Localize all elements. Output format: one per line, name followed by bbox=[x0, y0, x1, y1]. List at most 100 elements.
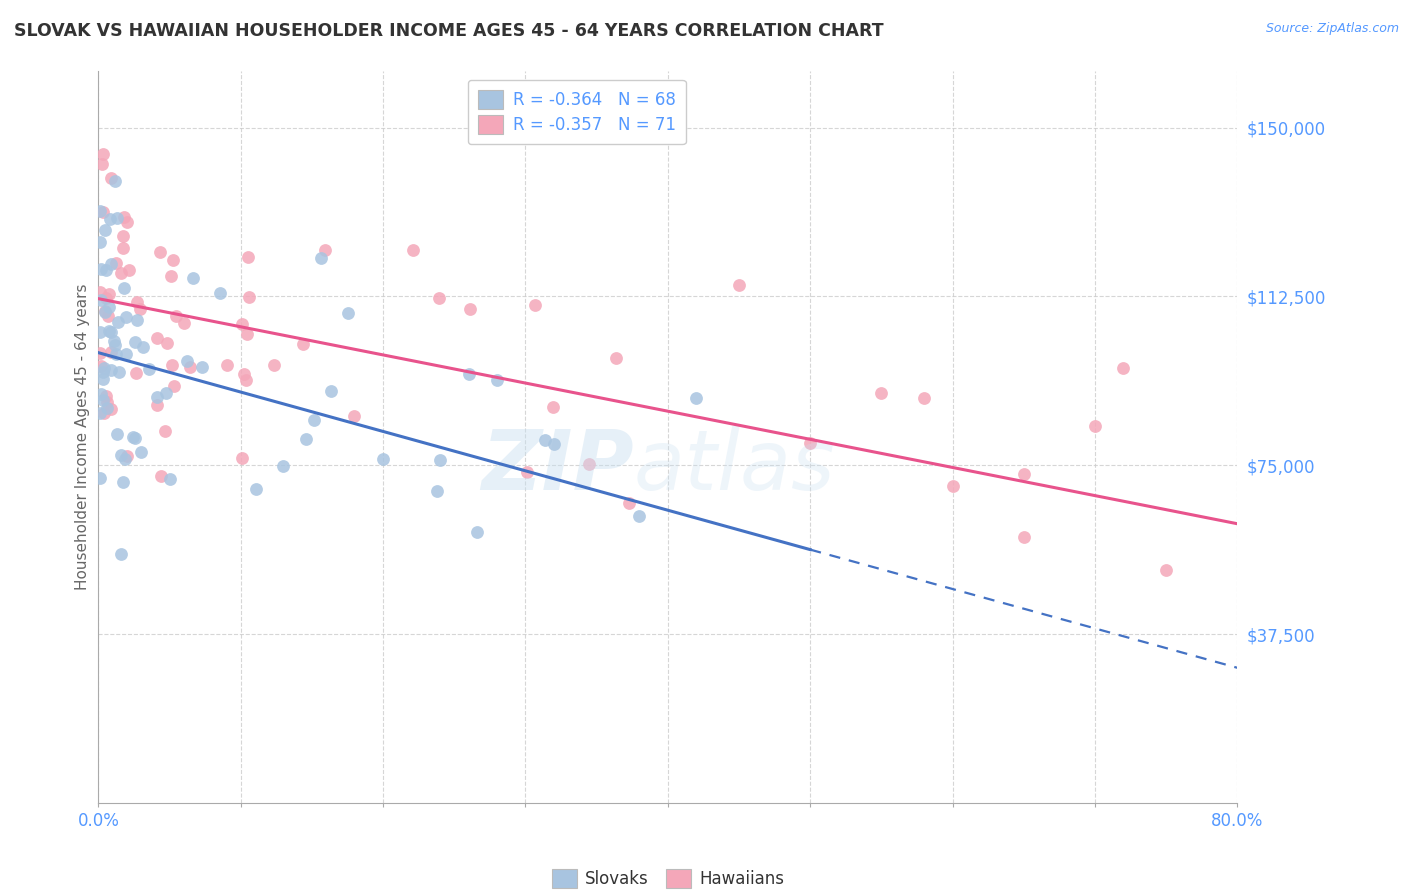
Point bbox=[110, 266, 132, 280]
Point bbox=[465, 524, 488, 539]
Point bbox=[91, 205, 114, 219]
Point bbox=[402, 244, 425, 258]
Point bbox=[1012, 467, 1035, 482]
Point bbox=[373, 452, 395, 467]
Point bbox=[578, 458, 600, 472]
Point bbox=[93, 406, 115, 420]
Point bbox=[91, 157, 114, 171]
Point bbox=[89, 345, 111, 359]
Point bbox=[245, 482, 267, 496]
Point bbox=[127, 313, 149, 327]
Point bbox=[181, 271, 204, 285]
Text: atlas: atlas bbox=[634, 425, 835, 507]
Point bbox=[516, 465, 538, 479]
Point bbox=[93, 360, 115, 375]
Point bbox=[124, 335, 146, 350]
Point bbox=[231, 451, 253, 466]
Point bbox=[96, 395, 118, 409]
Point bbox=[145, 398, 167, 412]
Point bbox=[311, 251, 333, 265]
Point bbox=[125, 294, 148, 309]
Point bbox=[97, 310, 120, 324]
Point bbox=[89, 406, 111, 420]
Point bbox=[153, 424, 176, 438]
Point bbox=[1012, 530, 1035, 544]
Point bbox=[1084, 418, 1107, 433]
Point bbox=[427, 291, 450, 305]
Point bbox=[108, 365, 131, 379]
Point bbox=[132, 340, 155, 354]
Point bbox=[94, 305, 117, 319]
Point bbox=[231, 317, 253, 331]
Point bbox=[96, 291, 118, 305]
Point bbox=[146, 331, 169, 345]
Point bbox=[91, 365, 114, 379]
Point bbox=[129, 302, 152, 317]
Point bbox=[337, 306, 360, 320]
Point bbox=[129, 444, 152, 458]
Point bbox=[89, 359, 111, 374]
Point bbox=[100, 256, 122, 270]
Text: Source: ZipAtlas.com: Source: ZipAtlas.com bbox=[1265, 22, 1399, 36]
Legend: Slovaks, Hawaiians: Slovaks, Hawaiians bbox=[546, 863, 790, 892]
Point bbox=[125, 366, 148, 380]
Point bbox=[426, 483, 449, 498]
Point bbox=[110, 547, 132, 561]
Y-axis label: Householder Income Ages 45 - 64 years: Householder Income Ages 45 - 64 years bbox=[75, 284, 90, 591]
Point bbox=[100, 345, 122, 359]
Text: ZIP: ZIP bbox=[481, 425, 634, 507]
Point bbox=[96, 401, 118, 415]
Point bbox=[160, 268, 183, 283]
Point bbox=[302, 413, 325, 427]
Point bbox=[96, 389, 118, 403]
Point bbox=[1112, 360, 1135, 375]
Point bbox=[523, 298, 546, 312]
Point bbox=[105, 347, 128, 361]
Point bbox=[155, 336, 177, 351]
Point bbox=[238, 290, 260, 304]
Point bbox=[942, 479, 965, 493]
Point bbox=[117, 214, 139, 228]
Point bbox=[236, 326, 259, 341]
Point bbox=[91, 372, 114, 386]
Point bbox=[112, 241, 135, 255]
Point bbox=[111, 228, 134, 243]
Point bbox=[103, 334, 125, 349]
Point bbox=[165, 310, 187, 324]
Point bbox=[89, 235, 111, 249]
Point bbox=[273, 459, 295, 474]
Point bbox=[100, 325, 122, 339]
Point bbox=[100, 402, 122, 417]
Point bbox=[114, 451, 136, 466]
Point bbox=[155, 386, 177, 401]
Point bbox=[91, 147, 114, 161]
Point bbox=[1154, 564, 1177, 578]
Point bbox=[162, 252, 184, 267]
Point bbox=[217, 358, 239, 372]
Point bbox=[728, 278, 751, 293]
Point bbox=[105, 211, 128, 226]
Point bbox=[533, 434, 555, 448]
Point bbox=[146, 390, 169, 404]
Point bbox=[685, 391, 707, 405]
Point bbox=[90, 387, 112, 401]
Point bbox=[543, 437, 565, 451]
Point bbox=[617, 495, 640, 509]
Point bbox=[176, 354, 198, 368]
Text: SLOVAK VS HAWAIIAN HOUSEHOLDER INCOME AGES 45 - 64 YEARS CORRELATION CHART: SLOVAK VS HAWAIIAN HOUSEHOLDER INCOME AG… bbox=[14, 22, 884, 40]
Point bbox=[100, 363, 122, 377]
Point bbox=[89, 471, 111, 485]
Point bbox=[179, 359, 201, 374]
Point bbox=[458, 302, 481, 317]
Point bbox=[115, 347, 138, 361]
Point bbox=[89, 203, 111, 218]
Point bbox=[98, 300, 121, 314]
Point bbox=[458, 367, 481, 381]
Point bbox=[486, 373, 509, 387]
Point bbox=[118, 262, 141, 277]
Point bbox=[162, 378, 184, 392]
Point bbox=[105, 256, 128, 270]
Point bbox=[93, 304, 115, 318]
Point bbox=[150, 468, 173, 483]
Point bbox=[263, 358, 285, 372]
